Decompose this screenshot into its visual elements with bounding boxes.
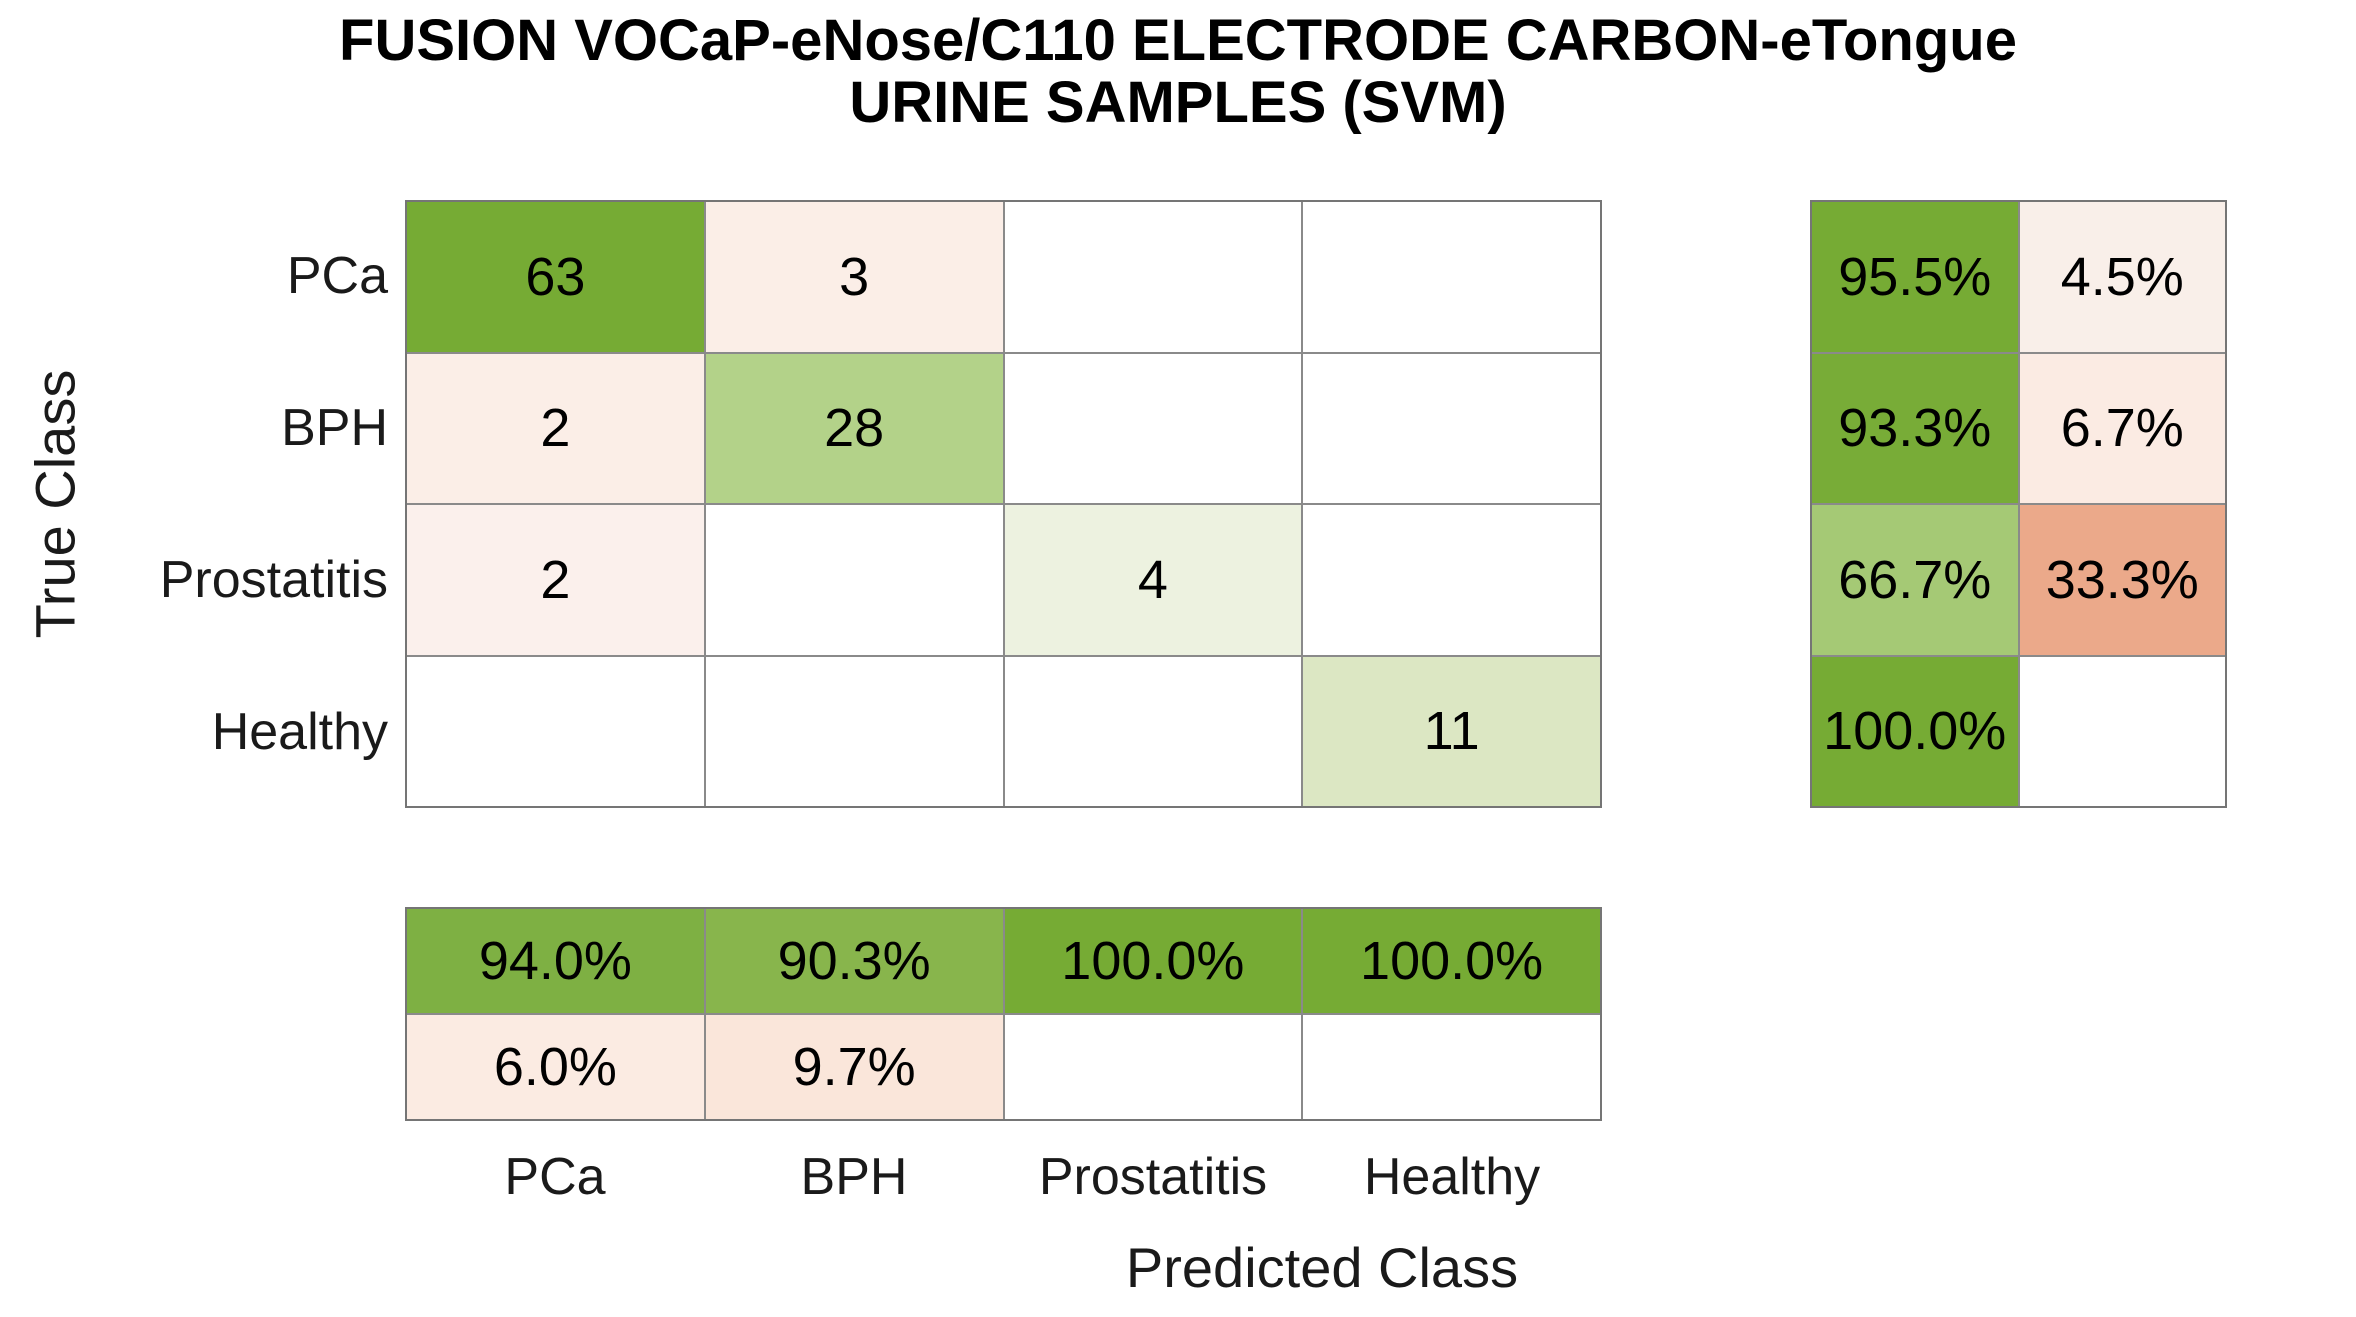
matrix-cell [407,656,704,806]
row-summary-cell [2019,656,2225,806]
col-summary-cell: 6.0% [407,1015,704,1119]
row-tick-prostatitis: Prostatitis [159,551,388,609]
matrix-cell [1004,353,1302,503]
col-summary-cell: 90.3% [705,909,1003,1013]
matrix-cell [1004,656,1302,806]
matrix-cell: 28 [705,353,1003,503]
row-summary-cell: 66.7% [1812,505,2018,655]
col-summary-cell [1303,1015,1600,1119]
row-tick-healthy: Healthy [211,703,388,761]
matrix-cell: 2 [407,505,704,655]
chart-title-line1: FUSION VOCaP-eNose/C110 ELECTRODE CARBON… [339,8,2017,73]
confusion-matrix-grid: 63 3 2 28 2 4 11 [405,200,1602,808]
row-summary-cell: 33.3% [2019,505,2225,655]
matrix-cell: 11 [1303,656,1600,806]
matrix-cell [1303,505,1600,655]
row-summary-cell: 6.7% [2019,353,2225,503]
col-tick-bph: BPH [800,1148,908,1206]
col-tick-pca: PCa [504,1148,606,1206]
col-summary-cell: 94.0% [407,909,704,1013]
matrix-cell: 3 [705,202,1003,352]
row-tick-pca: PCa [286,247,388,305]
row-summary-cell: 95.5% [1812,202,2018,352]
row-tick-bph: BPH [281,399,388,457]
matrix-cell: 2 [407,353,704,503]
matrix-cell [1004,202,1302,352]
col-tick-healthy: Healthy [1363,1148,1541,1206]
col-summary-grid: 94.0% 90.3% 100.0% 100.0% 6.0% 9.7% [405,907,1602,1121]
x-axis-label: Predicted Class [1125,1236,1519,1299]
matrix-cell [1303,353,1600,503]
col-summary-cell: 100.0% [1004,909,1302,1013]
row-summary-cell: 100.0% [1812,656,2018,806]
col-summary-cell [1004,1015,1302,1119]
chart-title-line2: URINE SAMPLES (SVM) [849,70,1507,135]
matrix-cell [705,656,1003,806]
col-summary-cell: 9.7% [705,1015,1003,1119]
matrix-cell [1303,202,1600,352]
matrix-cell: 63 [407,202,704,352]
chart-title: FUSION VOCaP-eNose/C110 ELECTRODE CARBON… [0,10,2356,134]
col-summary-cell: 100.0% [1303,909,1600,1013]
row-summary-cell: 93.3% [1812,353,2018,503]
row-summary-cell: 4.5% [2019,202,2225,352]
col-tick-prostatitis: Prostatitis [1038,1148,1268,1206]
matrix-cell [705,505,1003,655]
matrix-cell: 4 [1004,505,1302,655]
row-summary-grid: 95.5% 4.5% 93.3% 6.7% 66.7% 33.3% 100.0% [1810,200,2227,808]
